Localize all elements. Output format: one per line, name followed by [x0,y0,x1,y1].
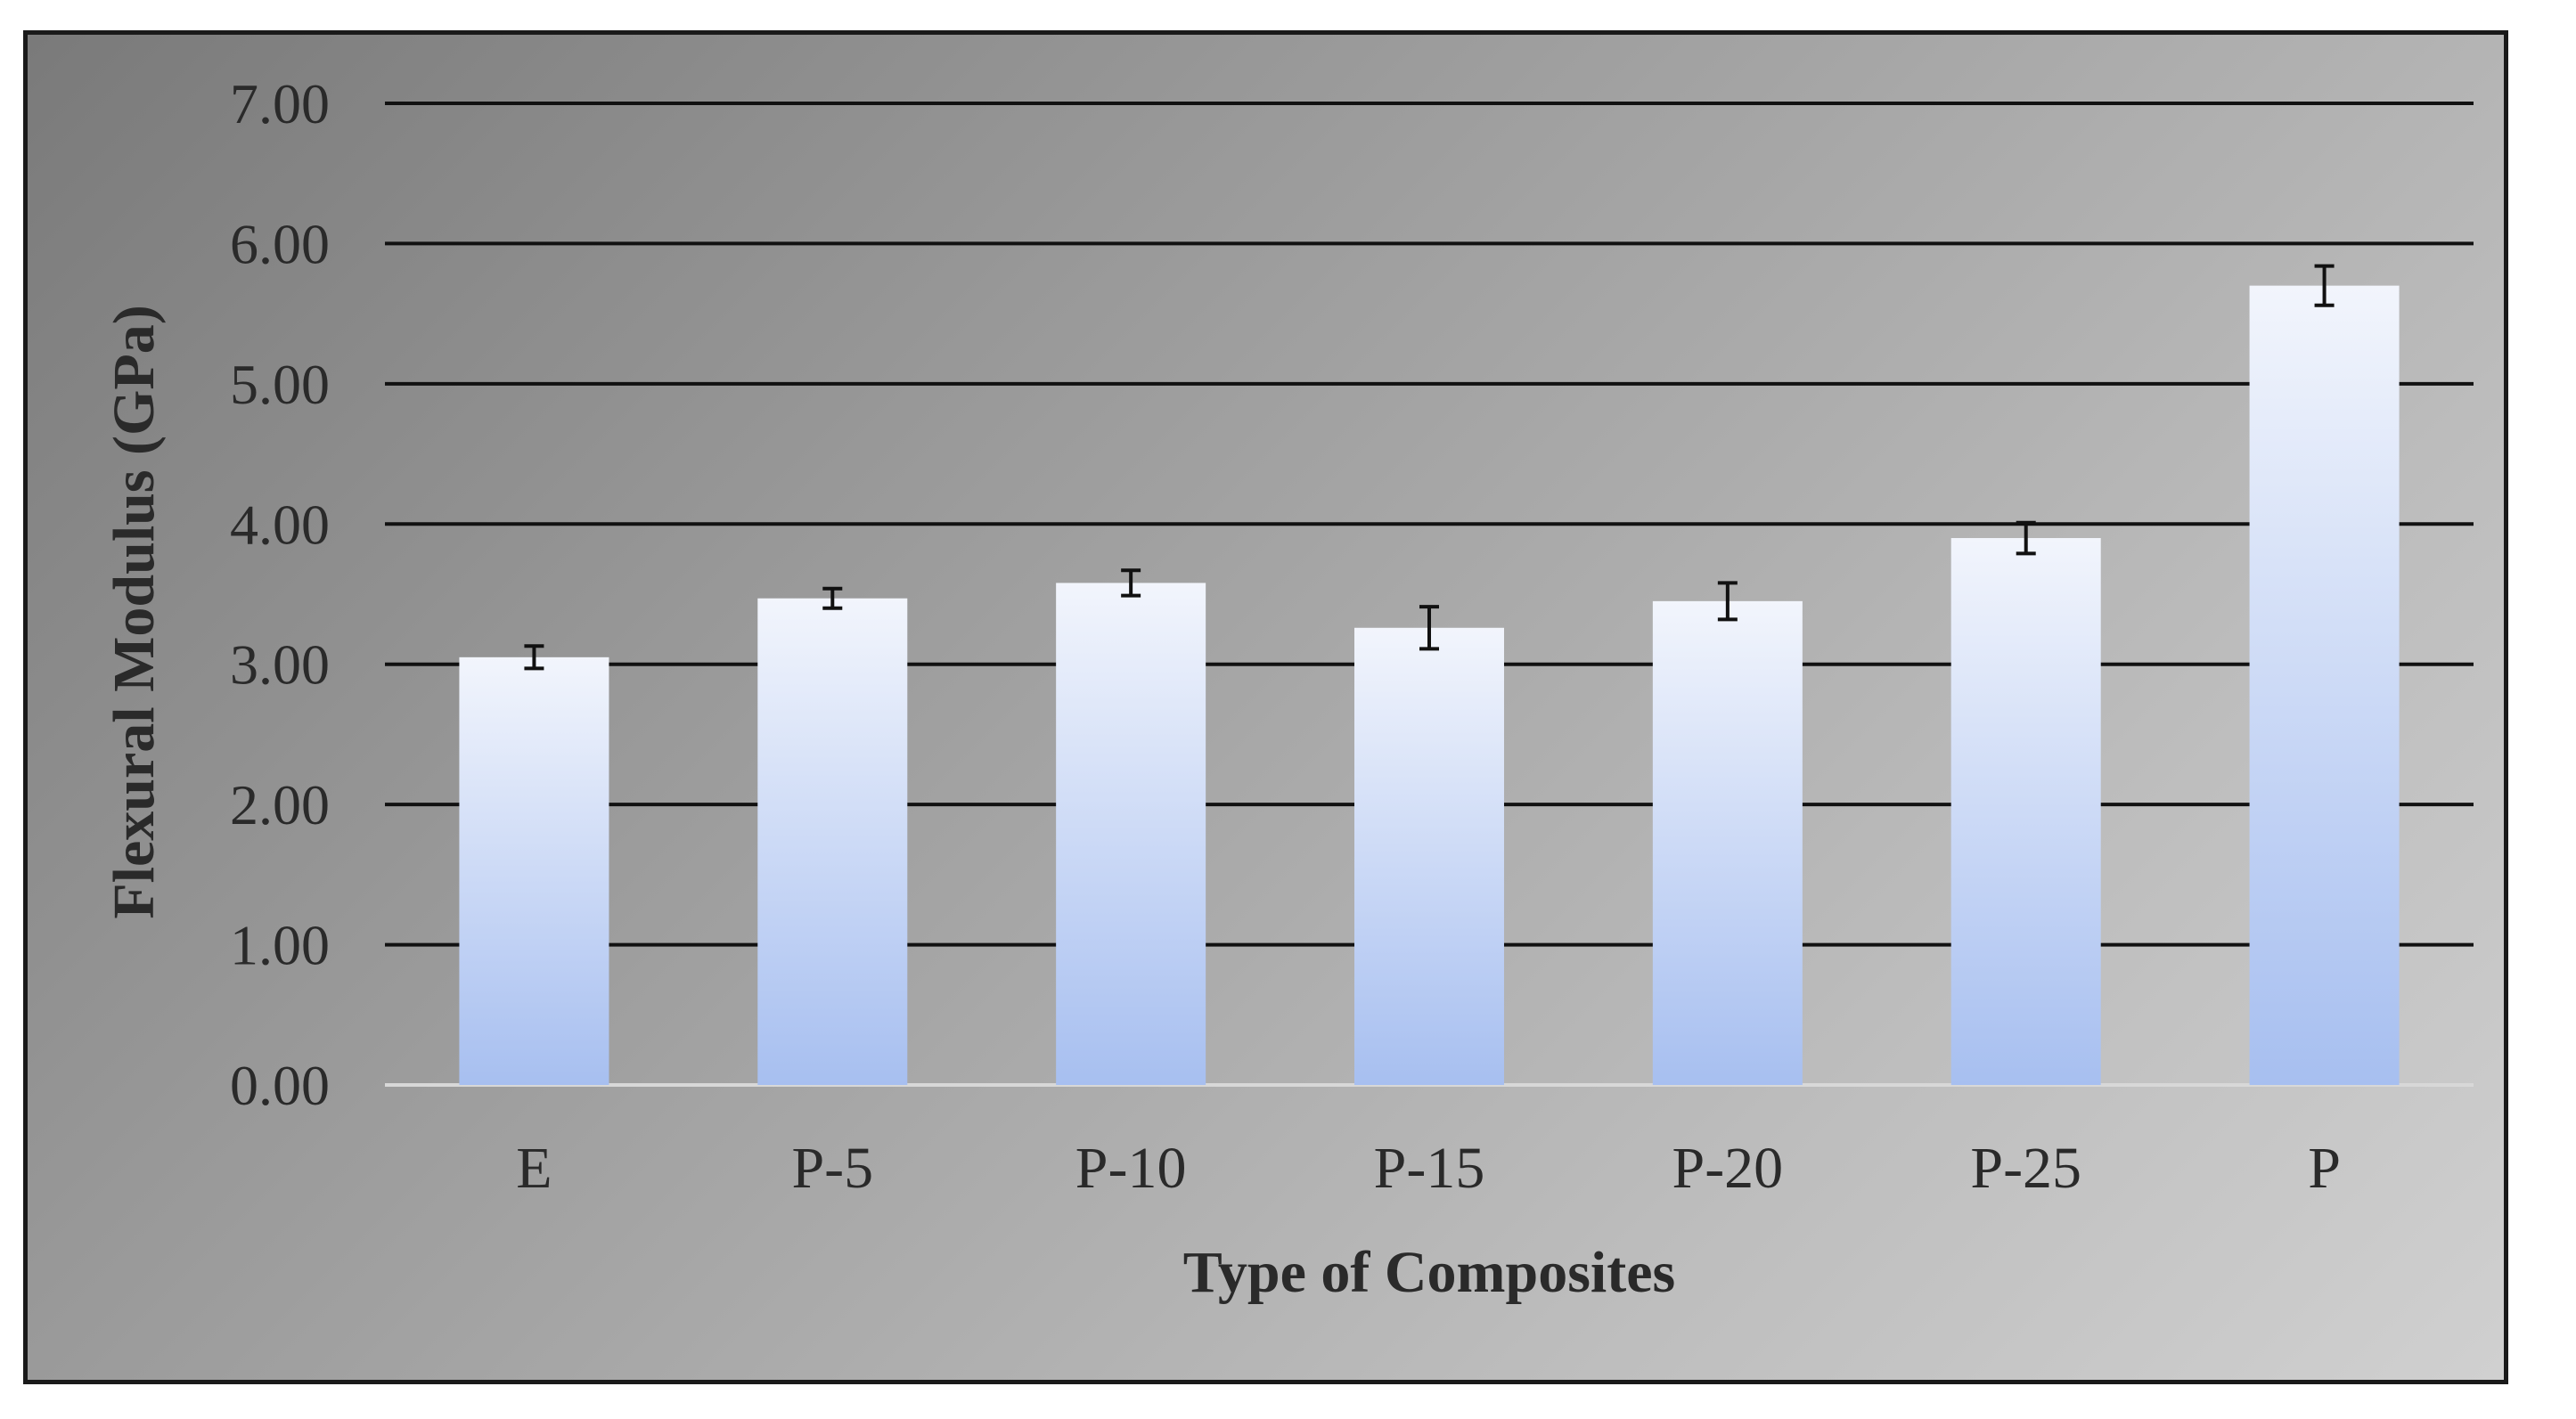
y-tick-label: 0.00 [230,1054,330,1117]
bar-p-25 [1950,538,2101,1085]
bar-p-10 [1056,583,1206,1085]
x-tick-label: P-15 [1374,1136,1485,1201]
y-tick-label: 4.00 [230,493,330,556]
error-bar-p-5 [822,586,843,610]
x-tick-label: P-25 [1970,1136,2081,1201]
error-bar-p-15 [1419,605,1439,651]
y-tick-label: 2.00 [230,773,330,836]
y-axis-title: Flexural Modulus (GPa) [102,305,167,918]
gridlines [385,102,2474,1087]
x-axis-title: Type of Composites [1183,1240,1675,1305]
x-tick-label: P-20 [1672,1136,1784,1201]
y-tick-label: 6.00 [230,212,330,275]
x-tick-label: P-5 [791,1136,873,1201]
error-bar-p [2314,264,2335,307]
y-tick-label: 7.00 [230,72,330,135]
x-tick-label: P-10 [1075,1136,1187,1201]
bar-p-20 [1652,600,1803,1085]
bars [459,285,2400,1086]
error-bar-p-25 [2016,520,2036,556]
bar-p-5 [757,598,908,1085]
error-bar-e [524,644,544,671]
x-axis-labels: E P-5 P-10 P-15 P-20 P-25 P [516,1136,2341,1201]
bar-e [459,656,609,1085]
y-tick-label: 3.00 [230,633,330,697]
bar-p-15 [1354,627,1504,1085]
x-tick-label: E [516,1136,552,1201]
x-tick-label: P [2308,1136,2341,1201]
error-bar-p-10 [1121,568,1141,598]
bar-p [2249,285,2400,1086]
y-tick-label: 5.00 [230,353,330,416]
error-bar-p-20 [1717,581,1738,622]
error-bars [524,264,2335,671]
y-tick-label: 1.00 [230,914,330,977]
y-axis-ticks: 0.00 1.00 2.00 3.00 4.00 5.00 6.00 7.00 [230,72,330,1117]
